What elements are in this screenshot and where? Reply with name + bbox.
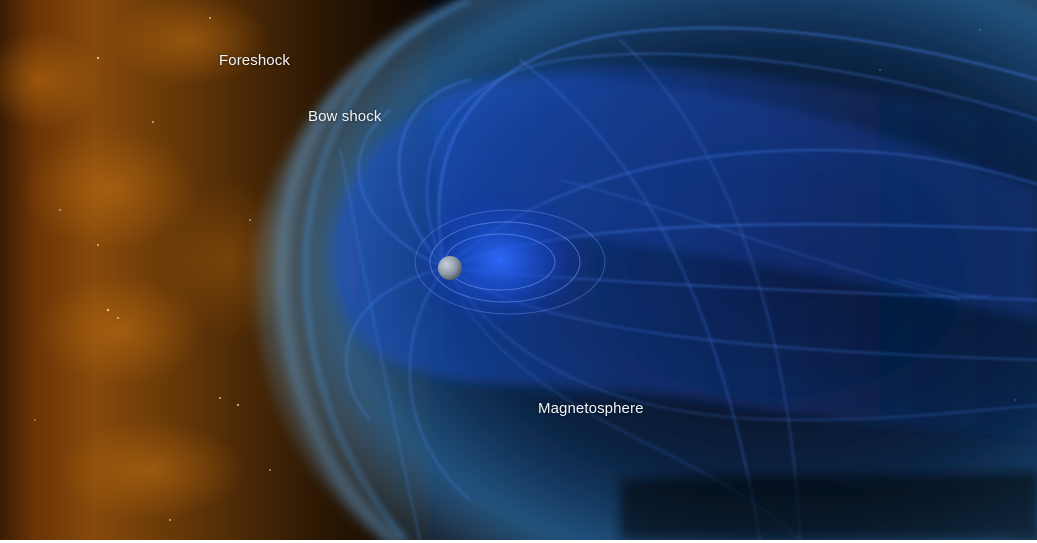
bow-shock-label: Bow shock — [308, 108, 382, 125]
foreshock-label: Foreshock — [219, 52, 290, 69]
earth — [438, 256, 462, 280]
magnetotail — [331, 65, 1037, 440]
image-border — [0, 540, 1037, 543]
magnetosphere-label: Magnetosphere — [538, 400, 644, 417]
